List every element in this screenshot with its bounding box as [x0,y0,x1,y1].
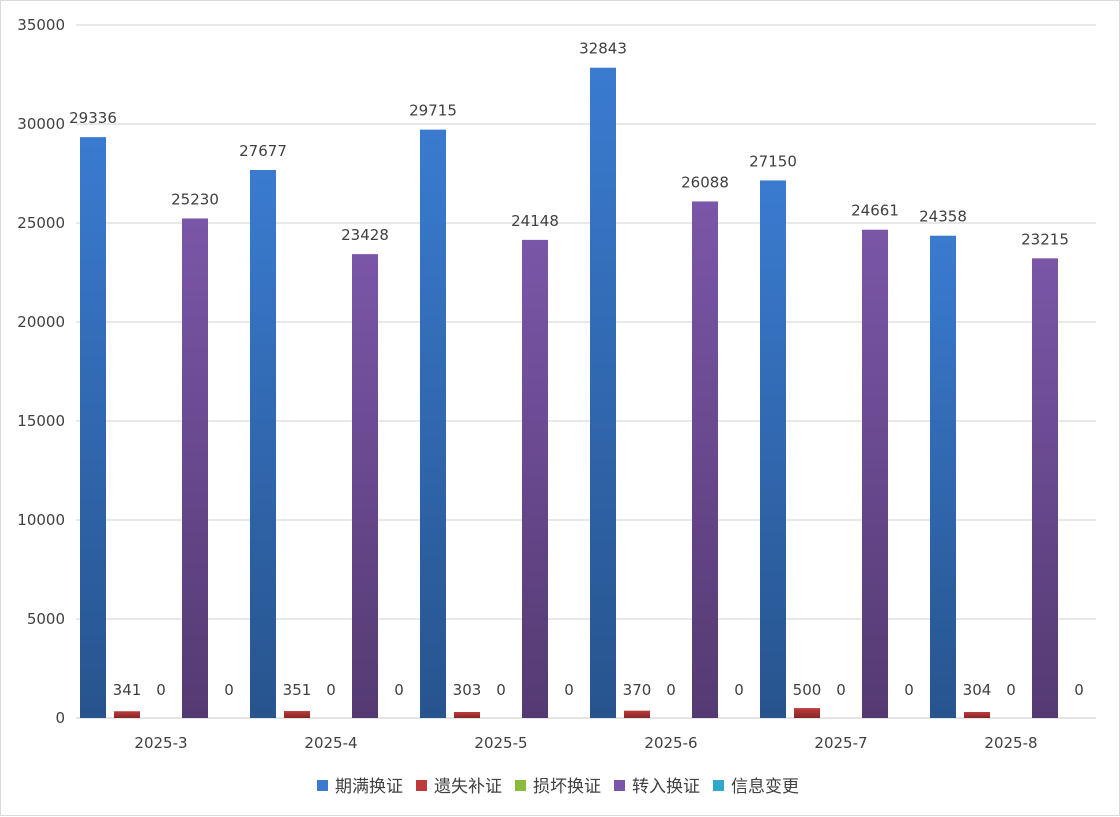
data-label: 351 [283,681,312,699]
bar [862,229,888,718]
data-label: 500 [793,681,822,699]
legend-swatch [713,780,724,791]
data-label: 0 [564,681,574,699]
legend-label: 转入换证 [632,777,700,797]
legend-swatch [317,780,328,791]
bar [624,710,650,718]
data-label: 0 [156,681,166,699]
legend: 期满换证 遗失补证 损坏换证 转入换证 信息变更 [317,777,799,797]
data-label: 303 [453,681,482,699]
y-tick-label: 10000 [17,511,65,529]
data-label: 24661 [851,202,899,220]
data-label: 0 [1074,681,1084,699]
data-label: 0 [224,681,234,699]
y-tick-label: 35000 [17,16,65,34]
y-tick-label: 15000 [17,412,65,430]
legend-swatch [515,780,526,791]
data-label: 0 [904,681,914,699]
legend-swatch [614,780,625,791]
bar [114,711,140,718]
data-label: 25230 [171,190,219,208]
data-label: 24148 [511,212,559,230]
data-label: 24358 [919,208,967,226]
data-label: 304 [963,681,992,699]
y-axis-ticks: 0 5000 10000 15000 20000 25000 30000 35000 [17,16,65,727]
bar [590,67,616,718]
bar [80,137,106,718]
data-label: 0 [734,681,744,699]
bar [454,712,480,718]
data-label: 29715 [409,102,457,120]
legend-swatch [416,780,427,791]
y-tick-label: 25000 [17,214,65,232]
bar [794,708,820,718]
bar [284,711,310,718]
bar [522,239,548,718]
data-label: 370 [623,681,652,699]
data-label: 27150 [749,152,797,170]
data-label: 0 [1006,681,1016,699]
y-tick-label: 0 [55,709,65,727]
legend-label: 遗失补证 [434,777,502,797]
x-tick-label: 2025-7 [814,734,867,752]
y-tick-label: 5000 [27,610,65,628]
data-label: 23215 [1021,230,1069,248]
data-label: 0 [326,681,336,699]
legend-label: 信息变更 [731,777,799,797]
data-label: 0 [394,681,404,699]
bars [80,67,1058,719]
data-label: 23428 [341,226,389,244]
bar [250,169,276,718]
x-tick-label: 2025-3 [134,734,187,752]
x-axis-ticks: 2025-3 2025-4 2025-5 2025-6 2025-7 2025-8 [134,734,1037,752]
legend-label: 期满换证 [335,777,403,797]
bar [352,254,378,718]
x-tick-label: 2025-8 [984,734,1037,752]
x-tick-label: 2025-6 [644,734,697,752]
data-label: 29336 [69,109,117,127]
x-tick-label: 2025-4 [304,734,357,752]
data-label: 0 [836,681,846,699]
bar [964,711,990,718]
data-label: 26088 [681,173,729,191]
bar [420,129,446,718]
x-tick-label: 2025-5 [474,734,527,752]
data-label: 27677 [239,142,287,160]
data-label: 341 [113,681,142,699]
bar [1032,258,1058,718]
bar [182,218,208,719]
bar [930,235,956,718]
bar [760,180,786,718]
data-label: 0 [666,681,676,699]
y-tick-label: 30000 [17,115,65,133]
y-tick-label: 20000 [17,313,65,331]
gridlines [76,24,1096,719]
data-label: 32843 [579,40,627,58]
data-label: 0 [496,681,506,699]
data-labels: 29336 341 0 25230 0 27677 351 0 23428 0 29715 303 0 2… [69,40,1084,699]
legend-label: 损坏换证 [533,777,601,797]
bar [692,201,718,719]
